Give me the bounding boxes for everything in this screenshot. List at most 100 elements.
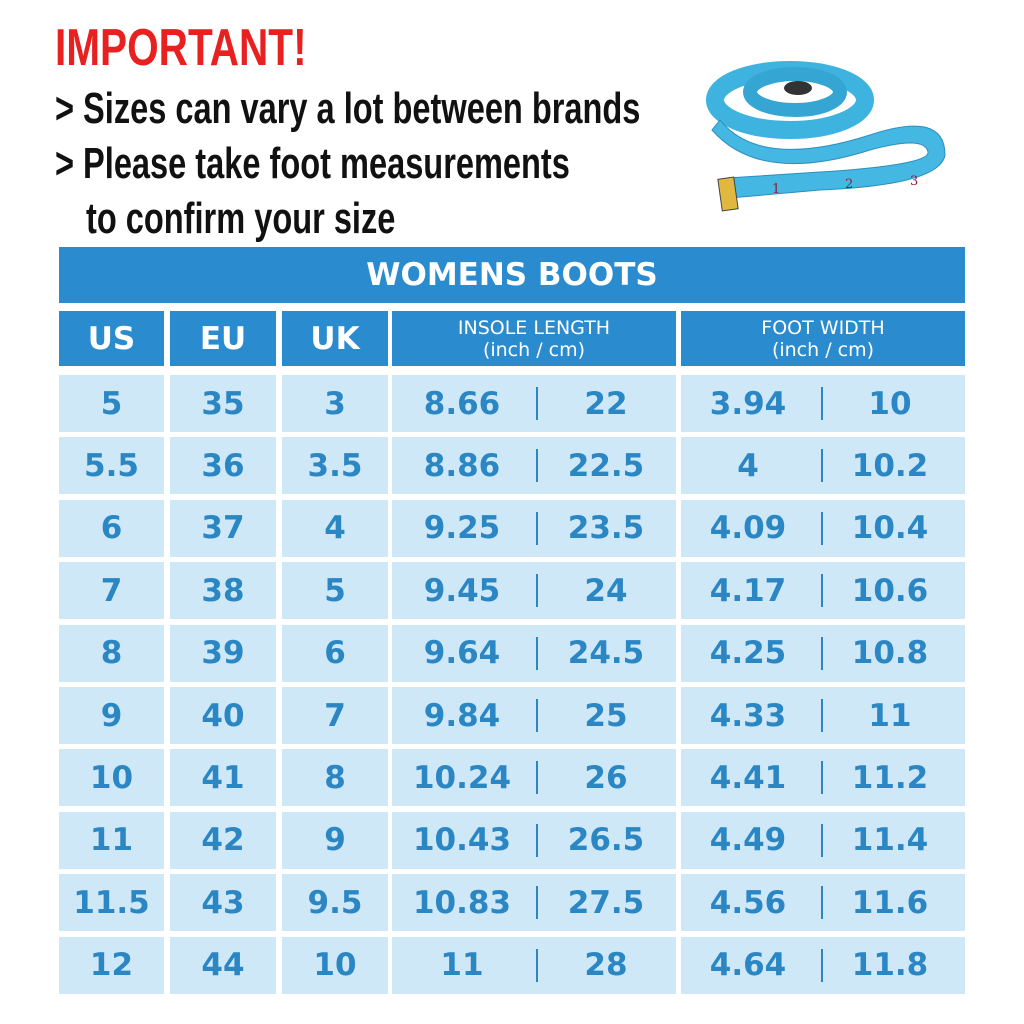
row-cell: 4.41 11.2 [681, 749, 965, 807]
cell-value: 11.4 [851, 822, 929, 859]
row-cell: 4.33 11 [681, 687, 965, 744]
cell-value: 11.5 [73, 884, 150, 921]
cell-divider [536, 449, 538, 483]
row-cell: 4.09 10.4 [681, 499, 965, 557]
cell-value: 6 [324, 635, 346, 672]
cell-divider [821, 449, 823, 483]
row-cell: 7 [59, 562, 164, 620]
cell-value: 9 [324, 822, 346, 859]
table-title-bar: WOMENS BOOTS [59, 247, 965, 303]
cell-divider [821, 886, 823, 920]
cell-value: 24.5 [567, 635, 645, 672]
row-cell: 10.43 26.5 [392, 811, 676, 869]
cell-divider [536, 823, 538, 857]
cell-divider [821, 948, 823, 982]
row-cell: 6 [59, 499, 164, 557]
column-header: FOOT WIDTH (inch / cm) [681, 311, 965, 366]
cell-value: 4 [324, 510, 346, 547]
cell-value: 22 [584, 385, 628, 422]
cell-value: 9.45 [423, 572, 501, 609]
cell-divider [821, 823, 823, 857]
row-cell: 5.5 [59, 437, 164, 495]
cell-value: 4.09 [709, 510, 787, 547]
cell-divider [536, 886, 538, 920]
row-cell: 4.17 10.6 [681, 562, 965, 620]
cell-value: 22.5 [567, 447, 645, 484]
cell-value: 36 [201, 447, 245, 484]
cell-divider [536, 387, 538, 420]
cell-value: 35 [201, 385, 245, 422]
cell-value: 6 [100, 510, 123, 547]
table-title: WOMENS BOOTS [366, 257, 658, 293]
row-cell: 4 10.2 [681, 437, 965, 495]
cell-value: 25 [584, 697, 628, 734]
row-cell: 9.5 [282, 874, 388, 932]
row-cell: 5 [59, 375, 164, 432]
cell-value: 9.5 [307, 884, 363, 921]
row-cell: 10 [59, 749, 164, 807]
cell-value: 4.25 [709, 635, 787, 672]
column-label: EU [199, 320, 247, 357]
row-cell: 41 [170, 749, 276, 807]
cell-value: 8 [324, 759, 346, 796]
svg-text:2: 2 [845, 177, 853, 192]
row-cell: 35 [170, 375, 276, 432]
cell-divider [821, 699, 823, 732]
column-header: US [59, 311, 164, 366]
cell-value: 40 [201, 697, 245, 734]
cell-value: 26 [584, 759, 628, 796]
row-cell: 3.5 [282, 437, 388, 495]
cell-divider [536, 948, 538, 982]
cell-value: 10 [313, 947, 357, 984]
cell-value: 9.64 [423, 635, 501, 672]
cell-value: 5 [324, 572, 346, 609]
cell-value: 10.24 [412, 759, 512, 796]
column-header: UK [282, 311, 388, 366]
row-cell: 8.86 22.5 [392, 437, 676, 495]
cell-value: 12 [89, 947, 134, 984]
row-cell: 10 [282, 936, 388, 994]
column-label: INSOLE LENGTH [457, 316, 611, 339]
svg-text:3: 3 [910, 174, 918, 189]
row-cell: 43 [170, 874, 276, 932]
row-cell: 8 [59, 624, 164, 682]
note-line: to confirm your size [86, 194, 396, 243]
row-cell: 4.56 11.6 [681, 874, 965, 932]
row-cell: 42 [170, 811, 276, 869]
cell-value: 10.8 [851, 635, 929, 672]
row-cell: 4.25 10.8 [681, 624, 965, 682]
column-sublabel: (inch / cm) [482, 338, 586, 361]
cell-value: 4.41 [709, 759, 787, 796]
cell-value: 4 [737, 447, 759, 484]
column-header: INSOLE LENGTH (inch / cm) [392, 311, 676, 366]
cell-value: 4.49 [709, 822, 787, 859]
column-header: EU [170, 311, 276, 366]
cell-divider [536, 574, 538, 608]
cell-value: 10 [89, 759, 134, 796]
row-cell: 40 [170, 687, 276, 744]
row-cell: 4.64 11.8 [681, 936, 965, 994]
cell-divider [536, 511, 538, 545]
row-cell: 11.5 [59, 874, 164, 932]
row-cell: 4 [282, 499, 388, 557]
cell-value: 4.56 [709, 884, 787, 921]
note-line: > Please take foot measurements [55, 139, 570, 188]
cell-value: 4.64 [709, 947, 787, 984]
cell-value: 11 [440, 947, 484, 984]
cell-value: 9.25 [423, 510, 501, 547]
column-label: US [87, 320, 136, 357]
column-label: FOOT WIDTH [761, 316, 885, 339]
cell-value: 8.66 [423, 385, 501, 422]
row-cell: 7 [282, 687, 388, 744]
cell-divider [821, 574, 823, 608]
cell-value: 5.5 [84, 447, 139, 484]
cell-value: 11 [868, 697, 912, 734]
row-cell: 9 [282, 811, 388, 869]
cell-value: 28 [584, 947, 628, 984]
cell-divider [821, 511, 823, 545]
row-cell: 9.84 25 [392, 687, 676, 744]
row-cell: 39 [170, 624, 276, 682]
row-cell: 11 28 [392, 936, 676, 994]
cell-value: 23.5 [567, 510, 645, 547]
